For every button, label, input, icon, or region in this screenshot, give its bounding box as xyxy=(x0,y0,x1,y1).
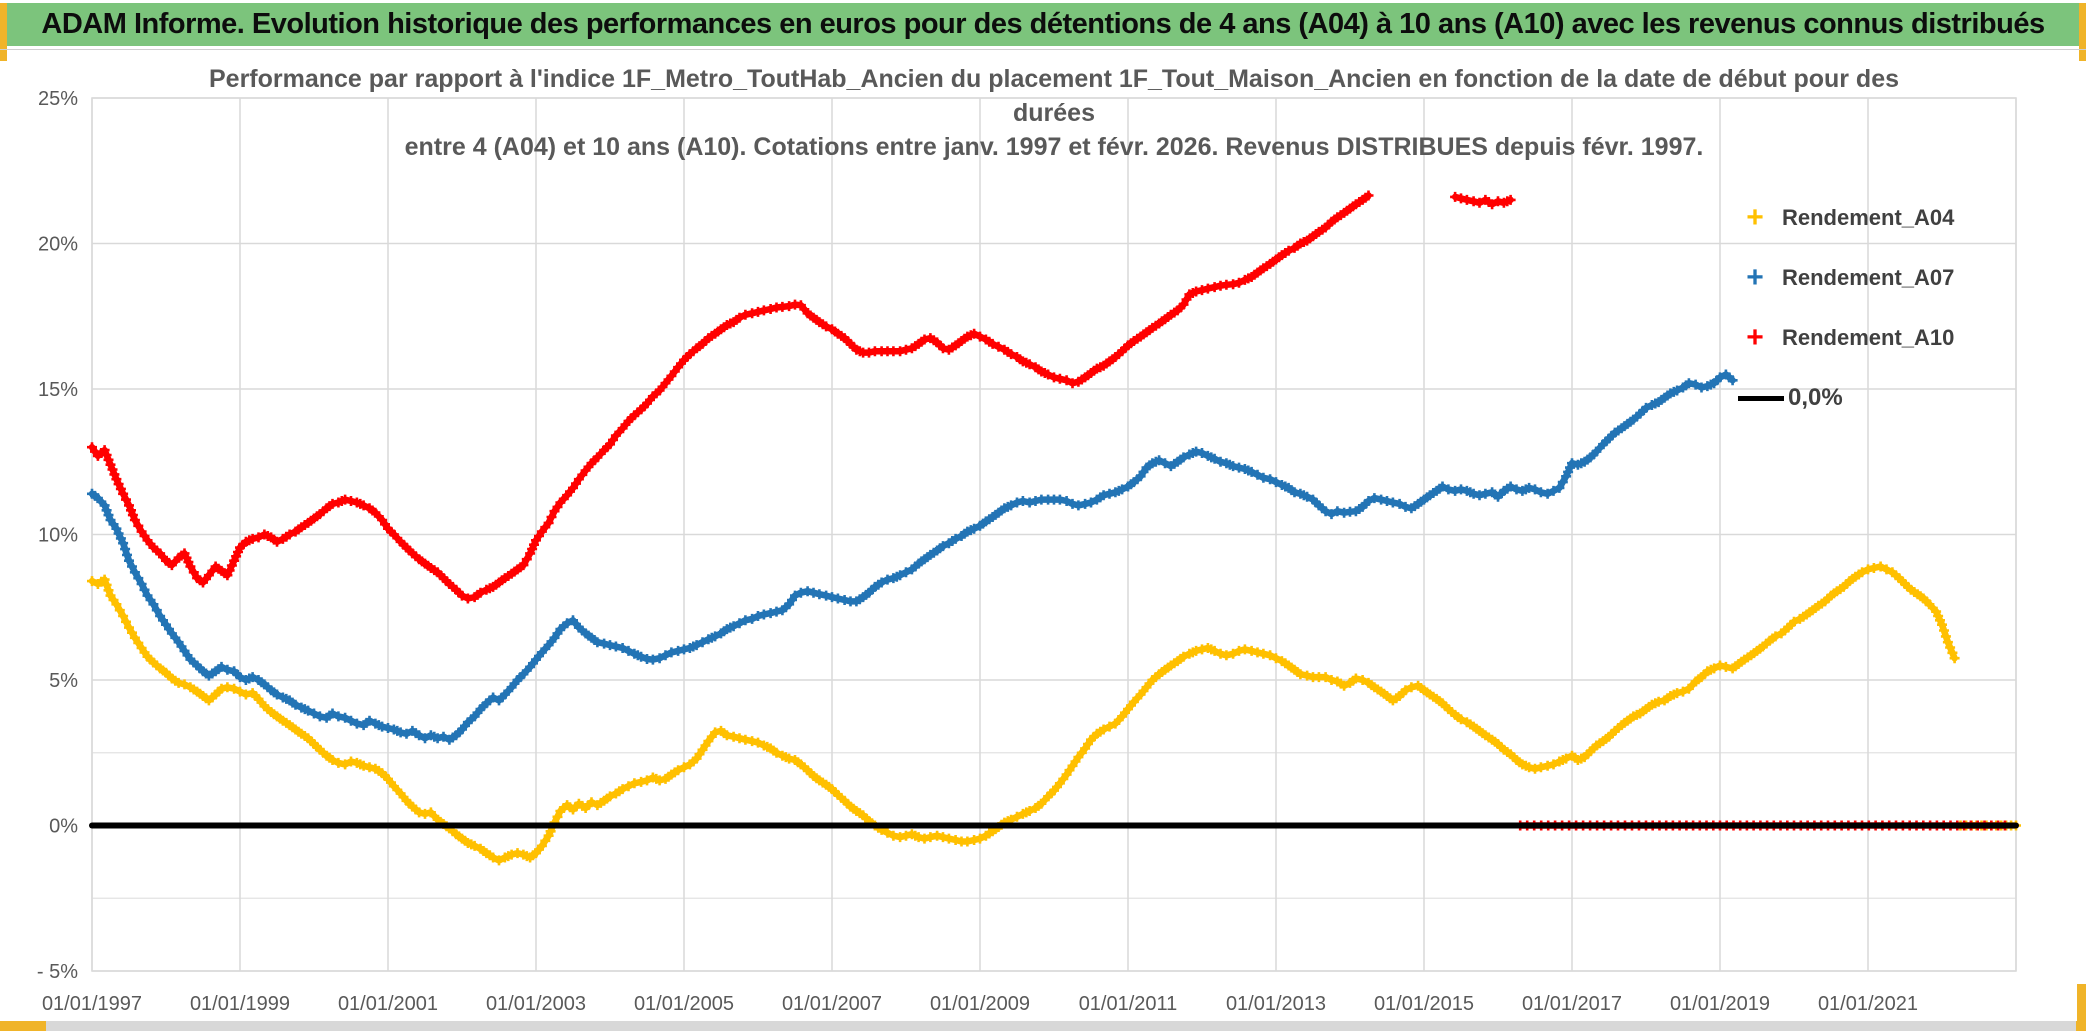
y-axis-tick-label: 5% xyxy=(49,670,78,692)
y-axis-tick-label: 10% xyxy=(38,525,78,547)
window-border-left xyxy=(0,3,7,61)
x-axis-tick-label: 01/01/1997 xyxy=(42,993,142,1015)
legend-label: Rendement_A07 xyxy=(1782,265,1955,290)
chart-title-line-1: Performance par rapport à l'indice 1F_Me… xyxy=(208,65,1900,93)
x-axis-tick-label: 01/01/2003 xyxy=(486,993,586,1015)
x-axis-tick-label: 01/01/2019 xyxy=(1670,993,1770,1015)
bottom-strip-gold-left xyxy=(0,1021,46,1031)
title-bar-divider xyxy=(0,49,2086,50)
x-axis-tick-label: 01/01/2015 xyxy=(1374,993,1474,1015)
chart-title: Performance par rapport à l'indice 1F_Me… xyxy=(92,62,2016,164)
y-axis-tick-label: 15% xyxy=(38,379,78,401)
series-line-Rendement_A07 xyxy=(88,371,1736,743)
x-axis-tick-label: 01/01/2021 xyxy=(1818,993,1918,1015)
plus-marker-icon: + xyxy=(1746,321,1764,354)
window-border-right-bottom xyxy=(2077,984,2086,1021)
x-axis-tick-label: 01/01/2005 xyxy=(634,993,734,1015)
window-border-right xyxy=(2079,3,2086,61)
legend-item-rendement-a04[interactable]: + Rendement_A04 xyxy=(1738,188,1998,248)
legend-label: Rendement_A10 xyxy=(1782,325,1955,350)
y-axis-tick-label: 20% xyxy=(38,234,78,256)
plus-marker-icon: + xyxy=(1746,201,1764,234)
chart-title-line-2: durées xyxy=(1013,99,1095,127)
window-title-bar: ADAM Informe. Evolution historique des p… xyxy=(7,3,2079,46)
bottom-scroll-strip[interactable] xyxy=(0,1021,2086,1031)
x-axis-tick-label: 01/01/2009 xyxy=(930,993,1030,1015)
black-line-icon xyxy=(1738,395,1784,401)
legend-label: Rendement_A04 xyxy=(1782,205,1955,230)
bottom-strip-gold-right xyxy=(2076,1021,2086,1031)
series-markers-Rendement_A10 xyxy=(1450,191,1516,210)
y-axis-tick-label: 0% xyxy=(49,816,78,838)
x-axis-tick-label: 01/01/2011 xyxy=(1079,993,1178,1015)
legend-item-rendement-a10[interactable]: + Rendement_A10 xyxy=(1738,308,1998,368)
series-markers-Rendement_A04 xyxy=(87,561,1960,866)
legend-label: 0,0% xyxy=(1788,384,1843,411)
legend-item-rendement-a07[interactable]: + Rendement_A07 xyxy=(1738,248,1998,308)
legend-item-zero-line[interactable]: 0,0% xyxy=(1738,368,1998,428)
x-axis-tick-label: 01/01/2013 xyxy=(1226,993,1326,1015)
y-axis-tick-label: - 5% xyxy=(37,961,78,983)
chart-title-line-3: entre 4 (A04) et 10 ans (A10). Cotations… xyxy=(404,133,1704,161)
x-axis-tick-label: 01/01/2007 xyxy=(782,993,882,1015)
x-axis-tick-label: 01/01/2017 xyxy=(1522,993,1622,1015)
window-title: ADAM Informe. Evolution historique des p… xyxy=(41,8,2045,40)
x-axis-tick-label: 01/01/1999 xyxy=(190,993,290,1015)
legend: + Rendement_A04 + Rendement_A07 + Rendem… xyxy=(1738,188,1998,428)
plus-marker-icon: + xyxy=(1746,261,1764,294)
x-axis-tick-label: 01/01/2001 xyxy=(338,993,438,1015)
y-axis-tick-label: 25% xyxy=(38,88,78,110)
series-markers-Rendement_A10 xyxy=(87,190,1374,604)
series-markers-Rendement_A07 xyxy=(87,369,1738,745)
